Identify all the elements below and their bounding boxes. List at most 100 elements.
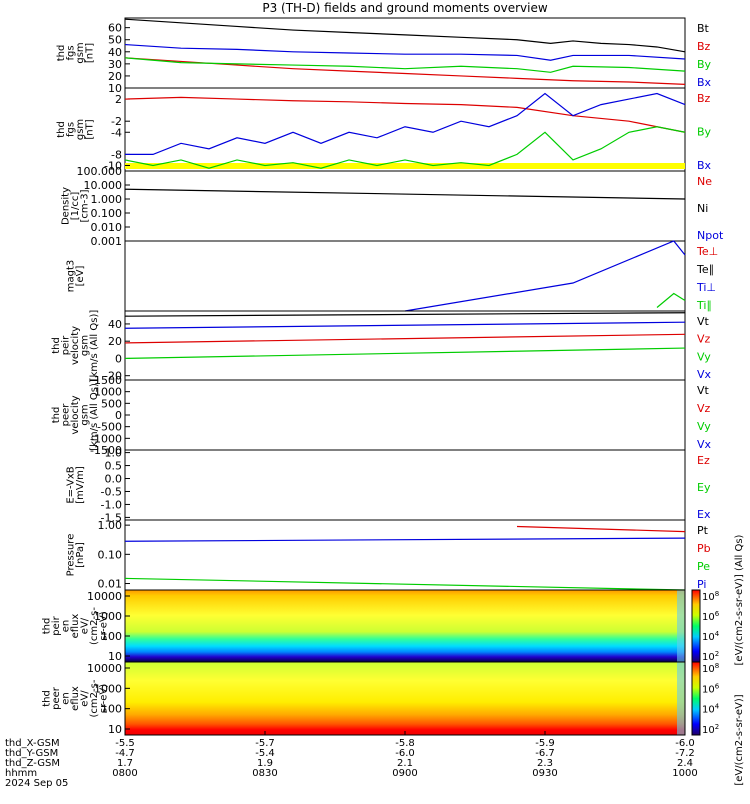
panel-frame xyxy=(124,170,686,242)
series-Vy xyxy=(124,347,686,360)
legend-Te∥: Te∥ xyxy=(696,263,714,276)
y-tick-label: 10 xyxy=(108,82,122,95)
y-tick-label: -1.5 xyxy=(101,511,122,524)
y-axis-label: Density[1/cc][cm-3] xyxy=(61,187,91,225)
y-tick-label: -1500 xyxy=(90,444,122,457)
y-tick-label: 10.000 xyxy=(84,179,123,192)
colorbar-tick: 102 xyxy=(702,723,719,736)
y-tick-label: 0.100 xyxy=(91,207,123,220)
y-axis-label-line: velocity xyxy=(70,326,81,365)
legend-Vy: Vy xyxy=(697,350,711,363)
y-tick-label: 10000 xyxy=(87,662,122,675)
y-tick-label: -10 xyxy=(104,159,122,172)
legend-Bx: Bx xyxy=(697,76,712,89)
legend-Vx: Vx xyxy=(697,368,712,381)
y-axis-label-line: Pressure xyxy=(65,534,76,577)
y-tick-label: 0 xyxy=(115,352,122,365)
x-row-label: thd_Z-GSM xyxy=(5,758,60,769)
x-tick-label: -5.7 xyxy=(255,738,275,749)
y-tick-label: 10 xyxy=(108,650,122,663)
x-tick-label: -5.5 xyxy=(115,738,135,749)
y-axis-label-line: (cm2-s- xyxy=(89,607,100,645)
x-tick-label: 1.9 xyxy=(257,758,273,769)
x-tick-label: 0930 xyxy=(532,768,557,779)
y-tick-label: 1.00 xyxy=(98,519,123,532)
spectrogram-peir_eflux xyxy=(125,590,685,662)
y-tick-label: 100 xyxy=(101,703,122,716)
x-row-label: hhmm xyxy=(5,768,37,779)
y-axis-label-line: [km/s (All Qs)] xyxy=(89,310,100,382)
series-Pe xyxy=(124,577,686,591)
legend-Bz: Bz xyxy=(697,40,711,53)
legend-Pb: Pb xyxy=(697,542,711,555)
legend-Vz: Vz xyxy=(697,402,711,415)
y-axis-label-line: [eV] xyxy=(75,266,86,287)
y-axis-label-line: thd xyxy=(51,337,62,354)
legend-Ti⊥: Ti⊥ xyxy=(696,281,716,294)
y-tick-label: -1000 xyxy=(90,432,122,445)
legend-Ey: Ey xyxy=(697,481,711,494)
legend-Vt: Vt xyxy=(697,315,710,328)
y-axis-label-line: sr-eV) xyxy=(99,611,110,640)
y-axis-label-line: thd xyxy=(42,690,53,707)
y-axis-label-line: thd xyxy=(51,407,62,424)
x-row-label: thd_Y-GSM xyxy=(5,748,58,759)
y-tick-label: 0.10 xyxy=(98,548,123,561)
y-tick-label: -20 xyxy=(104,370,122,383)
y-tick-label: -0.5 xyxy=(101,485,122,498)
colorbar xyxy=(691,589,701,663)
x-tick-label: 0830 xyxy=(252,768,277,779)
y-tick-label: -8 xyxy=(111,148,122,161)
panel-frame xyxy=(124,519,686,591)
y-tick-label: 10000 xyxy=(87,590,122,603)
colorbar-tick: 108 xyxy=(702,662,719,675)
series-Bx xyxy=(124,43,686,61)
y-axis-label-line: peer xyxy=(51,686,62,710)
panel-frame xyxy=(124,310,686,381)
y-tick-label: 500 xyxy=(101,397,122,410)
series-Bx xyxy=(125,92,686,155)
y-tick-label: 100.000 xyxy=(77,165,123,178)
colorbar-label: [eV/(cm2-s-sr-eV)] (All Qs) [eV/(cm2-s-sr… xyxy=(734,534,745,785)
legend-Ne: Ne xyxy=(697,175,712,188)
colorbar-tick: 108 xyxy=(702,590,719,603)
series-Ti∥ xyxy=(656,292,686,308)
colorbar-tick: 104 xyxy=(702,703,720,716)
colorbar xyxy=(691,661,701,736)
legend-Bt: Bt xyxy=(697,22,710,35)
legend-Ti∥: Ti∥ xyxy=(696,299,712,312)
series-Pi xyxy=(124,537,686,542)
y-tick-label: -2 xyxy=(111,115,122,128)
panel-peer_eflux: 10000 1000 100 10 thdpeerenefluxeV/(cm2-s-sr… xyxy=(42,661,720,736)
legend-Vt: Vt xyxy=(697,384,710,397)
y-axis-label-line: en xyxy=(61,692,72,705)
y-tick-label: 0.01 xyxy=(98,578,123,591)
y-tick-label: 1500 xyxy=(94,374,122,387)
series-Vt xyxy=(124,312,686,317)
x-row-label: thd_X-GSM xyxy=(5,738,60,749)
y-axis-label-line: E=-VxB xyxy=(65,466,76,503)
y-axis-label-line: fgs xyxy=(65,122,76,137)
panel-density: 100.00010.0001.0000.1000.0100.001Density… xyxy=(61,165,724,248)
x-tick-label: 1000 xyxy=(672,768,697,779)
x-tick-label: -6.0 xyxy=(675,738,695,749)
x-tick-label: 2.4 xyxy=(677,758,693,769)
panel-pressure: 1.00 0.10 0.01 Pressure[nPa] Pt Pb Pe Pi xyxy=(65,519,710,591)
y-axis-label-line: velocity xyxy=(70,395,81,434)
quality-flag-bar xyxy=(125,163,685,169)
y-axis-label-line: thd xyxy=(42,618,53,635)
legend-By: By xyxy=(697,126,712,139)
x-tick-label: -5.4 xyxy=(255,748,275,759)
y-axis-label-line: peer xyxy=(61,403,72,427)
legend-Vz: Vz xyxy=(697,333,711,346)
panel-temperature: magt3[eV] Te⊥ Te∥ Ti⊥ Ti∥ xyxy=(65,240,718,312)
date-label: 2024 Sep 05 xyxy=(5,778,68,789)
spectrogram-edge xyxy=(677,590,685,662)
y-axis-label-line: [km/s (All Qs)] xyxy=(89,379,100,451)
y-axis-label-line: [mV/m] xyxy=(75,466,86,504)
legend-Te⊥: Te⊥ xyxy=(696,245,718,258)
